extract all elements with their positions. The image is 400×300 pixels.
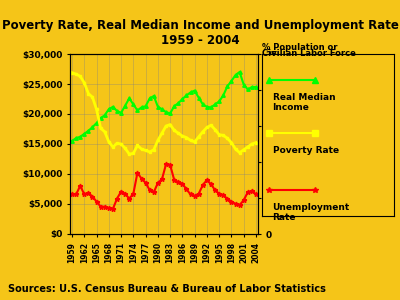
Text: Civilian Labor Force: Civilian Labor Force [262, 50, 356, 58]
Text: Poverty Rate, Real Median Income and Unemployment Rate
1959 - 2004: Poverty Rate, Real Median Income and Une… [2, 20, 398, 47]
Text: Real Median
Income: Real Median Income [272, 93, 335, 112]
Text: % Population or: % Population or [262, 44, 338, 52]
Text: Unemployment
Rate: Unemployment Rate [272, 203, 350, 222]
Text: Sources: U.S. Census Bureau & Bureau of Labor Statistics: Sources: U.S. Census Bureau & Bureau of … [8, 284, 326, 294]
Text: Poverty Rate: Poverty Rate [272, 146, 339, 155]
